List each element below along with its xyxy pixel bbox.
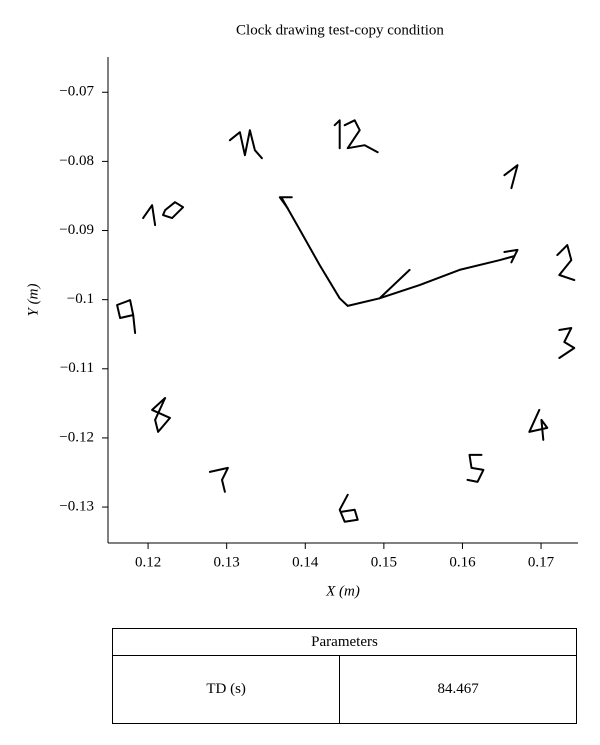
pen-stroke bbox=[528, 408, 549, 441]
y-tick-label: −0.09 bbox=[59, 222, 94, 238]
pen-stroke bbox=[142, 204, 157, 227]
y-tick-label: −0.12 bbox=[59, 429, 94, 445]
table-cell: TD (s) bbox=[111, 655, 341, 724]
pen-stroke bbox=[556, 244, 576, 282]
pen-stroke bbox=[343, 119, 379, 154]
x-tick-label: 0.15 bbox=[371, 554, 397, 570]
y-tick-label: −0.11 bbox=[60, 360, 94, 376]
parameters-table: Parameters TD (s) 84.467 bbox=[111, 628, 577, 724]
y-tick-label: −0.08 bbox=[59, 153, 94, 169]
pen-stroke bbox=[280, 197, 516, 307]
pen-stroke bbox=[333, 119, 341, 150]
chart-title: Clock drawing test-copy condition bbox=[236, 22, 444, 38]
pen-stroke bbox=[503, 248, 519, 264]
x-tick-label: 0.17 bbox=[528, 554, 555, 570]
pen-stroke bbox=[278, 196, 293, 210]
pen-stroke bbox=[466, 453, 485, 483]
y-tick-label: −0.13 bbox=[59, 498, 94, 514]
x-axis-label: X (m) bbox=[325, 583, 360, 599]
y-axis-label: Y (m) bbox=[25, 284, 41, 317]
pen-stroke bbox=[558, 327, 576, 359]
pen-stroke bbox=[162, 201, 185, 220]
pen-stroke bbox=[116, 299, 137, 334]
pen-stroke bbox=[208, 466, 229, 493]
pen-stroke bbox=[378, 268, 411, 300]
x-tick-label: 0.16 bbox=[449, 554, 476, 570]
chart: Clock drawing test-copy condition X (m) … bbox=[25, 22, 578, 599]
x-tick-label: 0.14 bbox=[292, 554, 319, 570]
y-tick-label: −0.1 bbox=[67, 291, 94, 307]
x-tick-label: 0.12 bbox=[135, 554, 161, 570]
pen-stroke bbox=[228, 129, 263, 160]
table-cell: 84.467 bbox=[339, 655, 577, 724]
table-header: Parameters bbox=[112, 628, 577, 656]
x-tick-label: 0.13 bbox=[214, 554, 240, 570]
y-tick-label: −0.07 bbox=[59, 84, 94, 100]
pen-stroke bbox=[338, 493, 359, 523]
pen-stroke bbox=[503, 164, 519, 190]
pen-stroke bbox=[151, 397, 171, 433]
